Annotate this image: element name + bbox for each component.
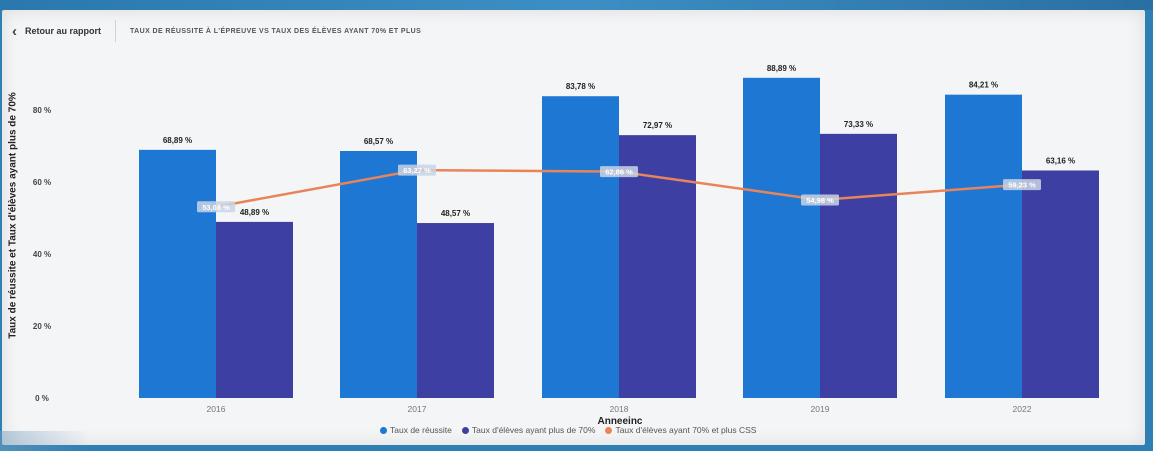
data-label-series1: 88,89 %	[767, 64, 796, 73]
data-label-series1: 84,21 %	[969, 81, 998, 90]
bar-series2[interactable]	[216, 222, 293, 398]
x-tick-label: 2016	[207, 404, 226, 414]
bar-series1[interactable]	[139, 150, 216, 398]
y-tick-label: 80 %	[33, 106, 51, 115]
data-label-series3: 59,23 %	[1008, 181, 1036, 190]
legend-swatch	[605, 427, 612, 434]
legend-label: Taux d'élèves ayant 70% et plus CSS	[615, 425, 756, 435]
x-tick-label: 2017	[408, 404, 427, 414]
legend-item-series1[interactable]: Taux de réussite	[380, 425, 452, 435]
legend-item-series3[interactable]: Taux d'élèves ayant 70% et plus CSS	[605, 425, 756, 435]
y-tick-label: 0 %	[35, 394, 49, 403]
data-label-series3: 63,27 %	[403, 166, 431, 175]
legend-swatch	[380, 427, 387, 434]
data-label-series2: 72,97 %	[643, 121, 672, 130]
data-label-series3: 54,98 %	[806, 196, 834, 205]
bar-series2[interactable]	[820, 134, 897, 398]
y-axis-label: Taux de réussite et Taux d'élèves ayant …	[8, 91, 19, 341]
bar-series1[interactable]	[945, 95, 1022, 398]
screen-glare	[0, 431, 90, 451]
data-label-series3: 62,86 %	[605, 168, 633, 177]
data-label-series2: 48,89 %	[240, 208, 269, 217]
legend-label: Taux de réussite	[390, 425, 452, 435]
data-label-series1: 68,57 %	[364, 137, 393, 146]
bar-series2[interactable]	[1022, 170, 1099, 398]
data-label-series2: 48,57 %	[441, 209, 470, 218]
bar-series2[interactable]	[417, 223, 494, 398]
y-tick-label: 20 %	[33, 322, 51, 331]
x-tick-label: 2018	[610, 404, 629, 414]
y-tick-label: 40 %	[33, 250, 51, 259]
bar-series1[interactable]	[743, 78, 820, 398]
x-tick-label: 2022	[1013, 404, 1032, 414]
data-label-series1: 83,78 %	[566, 82, 595, 91]
chart-legend: Taux de réussite Taux d'élèves ayant plu…	[380, 425, 756, 435]
x-tick-label: 2019	[811, 404, 830, 414]
legend-swatch	[462, 427, 469, 434]
data-label-series2: 63,16 %	[1046, 156, 1075, 165]
y-tick-label: 60 %	[33, 178, 51, 187]
bar-series1[interactable]	[542, 96, 619, 398]
data-label-series1: 68,89 %	[163, 136, 192, 145]
legend-label: Taux d'élèves ayant plus de 70%	[472, 425, 596, 435]
legend-item-series2[interactable]: Taux d'élèves ayant plus de 70%	[462, 425, 596, 435]
data-label-series3: 53,08 %	[202, 203, 230, 212]
bar-series1[interactable]	[340, 151, 417, 398]
data-label-series2: 73,33 %	[844, 120, 873, 129]
